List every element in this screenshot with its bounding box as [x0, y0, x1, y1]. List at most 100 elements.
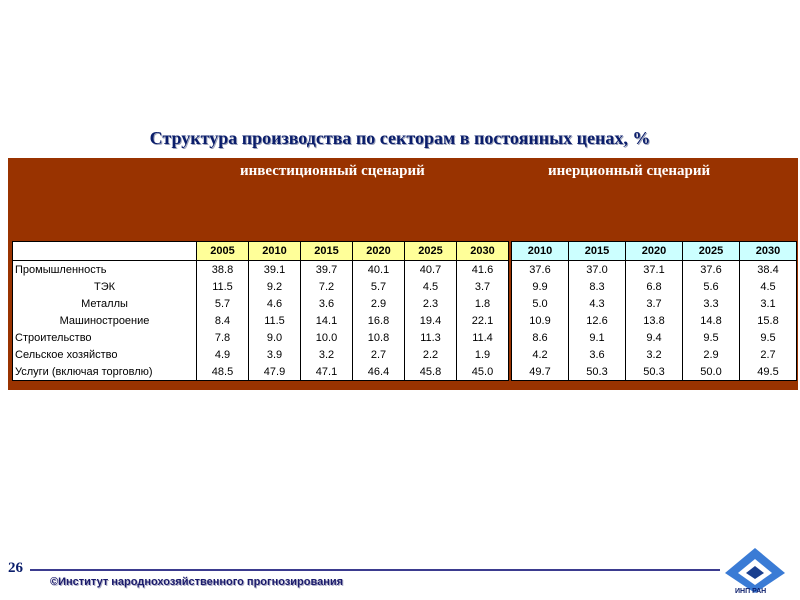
- inertia-value: 37.6: [682, 260, 740, 278]
- investment-value: 22.1: [456, 312, 509, 329]
- inertia-value: 49.5: [739, 363, 797, 381]
- investment-value: 1.9: [456, 346, 509, 363]
- inertia-value: 49.7: [511, 363, 569, 381]
- investment-scenario-label: инвестиционный сценарий: [240, 163, 425, 179]
- inertia-value: 3.6: [568, 346, 626, 363]
- inertia-value: 9.5: [682, 329, 740, 346]
- investment-value: 16.8: [352, 312, 405, 329]
- inertia-value: 10.9: [511, 312, 569, 329]
- table-header-row: 2005 2010 2015 2020 2025 2030: [12, 241, 509, 261]
- investment-value: 5.7: [352, 278, 405, 295]
- investment-value: 2.2: [404, 346, 457, 363]
- table-row: 8.6 9.1 9.4 9.5 9.5: [511, 329, 797, 346]
- table-row: 10.9 12.6 13.8 14.8 15.8: [511, 312, 797, 329]
- table-row: 37.6 37.0 37.1 37.6 38.4: [511, 260, 797, 278]
- year-header: 2030: [456, 241, 509, 261]
- investment-value: 45.0: [456, 363, 509, 381]
- inp-ran-logo-icon: [725, 548, 785, 593]
- year-header: 2020: [352, 241, 405, 261]
- investment-value: 8.4: [196, 312, 249, 329]
- investment-value: 7.8: [196, 329, 249, 346]
- page-number: 26: [8, 560, 23, 576]
- inertia-value: 5.0: [511, 295, 569, 312]
- row-label-header: [12, 241, 197, 261]
- inertia-value: 8.6: [511, 329, 569, 346]
- inertia-scenario-table: 2010 2015 2020 2025 2030 37.6 37.0 37.1 37.6 38.4…: [511, 241, 797, 381]
- investment-value: 4.9: [196, 346, 249, 363]
- inertia-value: 13.8: [625, 312, 683, 329]
- investment-value: 38.8: [196, 260, 249, 278]
- table-row: 5.0 4.3 3.7 3.3 3.1: [511, 295, 797, 312]
- slide-title: Структура производства по секторам в пос…: [149, 128, 651, 148]
- investment-value: 47.9: [248, 363, 301, 381]
- investment-value: 39.1: [248, 260, 301, 278]
- year-header: 2020: [625, 241, 683, 261]
- year-header: 2030: [739, 241, 797, 261]
- inertia-value: 9.4: [625, 329, 683, 346]
- inertia-value: 8.3: [568, 278, 626, 295]
- sector-label: Металлы: [12, 295, 197, 312]
- investment-value: 11.5: [248, 312, 301, 329]
- investment-value: 9.2: [248, 278, 301, 295]
- footer-copyright: ©Институт народнохозяйственного прогнози…: [50, 576, 344, 588]
- investment-value: 10.8: [352, 329, 405, 346]
- investment-value: 3.6: [300, 295, 353, 312]
- year-header: 2010: [511, 241, 569, 261]
- inertia-value: 5.6: [682, 278, 740, 295]
- investment-value: 7.2: [300, 278, 353, 295]
- investment-value: 11.5: [196, 278, 249, 295]
- table-row: Промышленность 38.8 39.1 39.7 40.1 40.7 41.6: [12, 260, 509, 278]
- investment-value: 2.7: [352, 346, 405, 363]
- investment-value: 40.7: [404, 260, 457, 278]
- investment-value: 4.5: [404, 278, 457, 295]
- investment-value: 19.4: [404, 312, 457, 329]
- sector-label: Сельское хозяйство: [12, 346, 197, 363]
- investment-value: 2.3: [404, 295, 457, 312]
- logo-text: ИНП РАН: [735, 588, 767, 595]
- inertia-value: 37.6: [511, 260, 569, 278]
- investment-value: 46.4: [352, 363, 405, 381]
- investment-value: 47.1: [300, 363, 353, 381]
- year-header: 2010: [248, 241, 301, 261]
- investment-value: 11.4: [456, 329, 509, 346]
- investment-value: 3.9: [248, 346, 301, 363]
- inertia-value: 4.5: [739, 278, 797, 295]
- table-row: Машиностроение 8.4 11.5 14.1 16.8 19.4 22.1: [12, 312, 509, 329]
- sector-label: Машиностроение: [12, 312, 197, 329]
- table-row: 9.9 8.3 6.8 5.6 4.5: [511, 278, 797, 295]
- inertia-value: 50.3: [568, 363, 626, 381]
- year-header: 2025: [404, 241, 457, 261]
- investment-value: 3.7: [456, 278, 509, 295]
- inertia-value: 50.3: [625, 363, 683, 381]
- sector-label: Промышленность: [12, 260, 197, 278]
- inertia-value: 9.9: [511, 278, 569, 295]
- footer-divider: [30, 569, 720, 571]
- inertia-value: 4.3: [568, 295, 626, 312]
- investment-value: 11.3: [404, 329, 457, 346]
- investment-value: 41.6: [456, 260, 509, 278]
- year-header: 2015: [300, 241, 353, 261]
- inertia-value: 3.3: [682, 295, 740, 312]
- investment-value: 39.7: [300, 260, 353, 278]
- table-row: Строительство 7.8 9.0 10.0 10.8 11.3 11.4: [12, 329, 509, 346]
- investment-value: 48.5: [196, 363, 249, 381]
- table-row: Металлы 5.7 4.6 3.6 2.9 2.3 1.8: [12, 295, 509, 312]
- inertia-value: 9.1: [568, 329, 626, 346]
- table-row: 49.7 50.3 50.3 50.0 49.5: [511, 363, 797, 381]
- sector-label: Строительство: [12, 329, 197, 346]
- year-header: 2005: [196, 241, 249, 261]
- inertia-value: 37.1: [625, 260, 683, 278]
- year-header: 2015: [568, 241, 626, 261]
- table-row: Сельское хозяйство 4.9 3.9 3.2 2.7 2.2 1.9: [12, 346, 509, 363]
- sector-label: ТЭК: [12, 278, 197, 295]
- inertia-value: 3.2: [625, 346, 683, 363]
- investment-value: 45.8: [404, 363, 457, 381]
- inertia-value: 6.8: [625, 278, 683, 295]
- investment-value: 2.9: [352, 295, 405, 312]
- sector-label: Услуги (включая торговлю): [12, 363, 197, 381]
- inertia-value: 2.7: [739, 346, 797, 363]
- table-header-row: 2010 2015 2020 2025 2030: [511, 241, 797, 261]
- table-row: ТЭК 11.5 9.2 7.2 5.7 4.5 3.7: [12, 278, 509, 295]
- inertia-value: 12.6: [568, 312, 626, 329]
- inertia-value: 3.7: [625, 295, 683, 312]
